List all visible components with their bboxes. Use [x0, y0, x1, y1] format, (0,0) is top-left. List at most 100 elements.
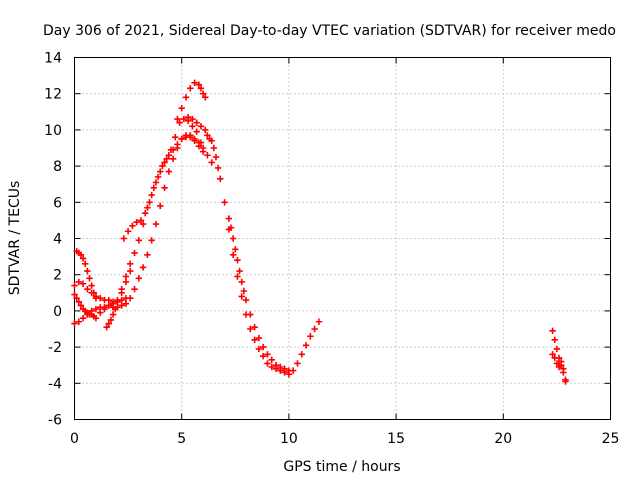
data-point	[75, 318, 82, 325]
data-point	[195, 142, 203, 150]
data-point	[144, 204, 151, 211]
data-points	[71, 79, 569, 385]
x-axis-title: GPS time / hours	[283, 459, 400, 475]
data-point	[268, 363, 275, 371]
data-point	[214, 164, 222, 172]
data-point	[242, 296, 250, 304]
data-point	[549, 327, 556, 335]
data-point	[157, 202, 164, 210]
y-tick-label: 4	[53, 232, 62, 248]
data-point	[105, 302, 113, 309]
data-point	[191, 137, 198, 144]
data-point	[221, 199, 228, 206]
data-point	[229, 235, 237, 242]
data-point	[92, 314, 100, 322]
data-point	[549, 351, 556, 358]
y-tick-label: 10	[44, 123, 62, 139]
series-track-e	[103, 133, 207, 331]
data-point	[84, 285, 91, 293]
data-point	[178, 135, 185, 143]
data-point	[71, 291, 78, 298]
data-point	[79, 280, 87, 287]
data-point	[92, 305, 100, 313]
data-point	[272, 362, 280, 369]
data-point	[210, 144, 218, 152]
data-point	[551, 336, 558, 344]
data-point	[294, 360, 301, 367]
data-point	[180, 115, 188, 123]
data-point	[129, 222, 136, 230]
data-point	[103, 323, 110, 331]
data-point	[204, 152, 211, 159]
data-point	[189, 123, 196, 130]
series-track-k	[549, 351, 569, 385]
x-tick-label: 10	[280, 431, 298, 447]
y-tick-label: 6	[53, 195, 62, 211]
data-point	[75, 298, 82, 306]
data-point	[118, 302, 125, 309]
series-track-c	[71, 132, 215, 327]
y-tick-label: 2	[53, 268, 62, 284]
data-point	[264, 360, 271, 367]
data-point	[135, 237, 143, 244]
data-point	[114, 298, 121, 306]
series-track-i	[225, 215, 293, 374]
data-point	[264, 351, 271, 358]
data-point	[97, 309, 104, 316]
data-point	[167, 146, 175, 154]
data-point	[255, 334, 263, 342]
data-point	[172, 133, 179, 141]
data-point	[148, 191, 155, 199]
data-point	[101, 304, 108, 311]
data-point	[86, 275, 93, 282]
data-point	[165, 152, 173, 159]
data-point	[557, 358, 565, 365]
data-point	[255, 345, 263, 353]
data-point	[148, 237, 155, 244]
data-point	[199, 148, 207, 155]
data-point	[202, 126, 209, 134]
data-point	[285, 367, 293, 374]
data-point	[189, 115, 196, 123]
data-point	[127, 260, 134, 268]
data-point	[77, 302, 85, 309]
data-point	[315, 318, 323, 325]
data-point	[225, 215, 233, 222]
y-tick-labels: -6 -4 -2 0 2 4 6 8 10 12 14	[44, 51, 62, 429]
axis-ticks	[74, 57, 611, 420]
x-tick-label: 0	[70, 431, 79, 447]
data-point	[193, 128, 200, 135]
data-point	[240, 287, 248, 295]
data-point	[79, 314, 87, 322]
grid	[74, 57, 611, 420]
data-point	[109, 311, 117, 318]
data-point	[259, 343, 267, 351]
data-point	[232, 246, 239, 253]
data-point	[208, 159, 215, 166]
data-point	[107, 316, 115, 324]
data-point	[150, 184, 158, 192]
data-point	[77, 251, 85, 258]
data-point	[157, 168, 164, 175]
data-point	[302, 342, 310, 349]
data-point	[120, 235, 128, 242]
data-point	[124, 228, 132, 235]
x-tick-label: 20	[494, 431, 512, 447]
data-point	[229, 251, 237, 258]
data-point	[131, 285, 138, 293]
data-point	[165, 168, 173, 175]
data-point	[298, 351, 305, 358]
data-point	[560, 365, 567, 373]
data-point	[234, 273, 241, 280]
data-point	[268, 356, 275, 363]
data-point	[71, 282, 78, 289]
x-tick-labels: 0 5 10 15 20 25	[70, 431, 619, 447]
data-point	[234, 257, 241, 264]
data-point	[88, 282, 95, 289]
data-point	[197, 139, 205, 146]
data-point	[553, 345, 561, 353]
data-point	[281, 365, 288, 373]
y-axis-title: SDTVAR / TECUs	[7, 181, 23, 296]
data-point	[154, 173, 162, 181]
